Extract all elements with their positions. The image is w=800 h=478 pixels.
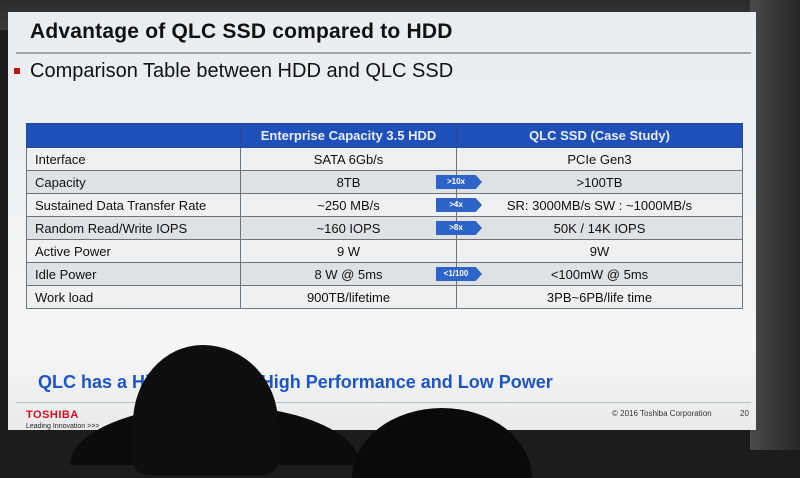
logo-tagline: Leading Innovation >>> <box>26 423 100 430</box>
row-label: Active Power <box>26 239 241 263</box>
toshiba-logo: TOSHIBA <box>26 409 79 421</box>
ssd-value: 3PB~6PB/life time <box>456 285 743 309</box>
slide-subtitle: Comparison Table between HDD and QLC SSD <box>30 60 454 82</box>
right-arrow-icon: >8x <box>436 221 482 235</box>
hdd-value-text: 8TB <box>336 174 361 190</box>
table-row: Work load 900TB/lifetime 3PB~6PB/life ti… <box>26 285 743 309</box>
row-label: Idle Power <box>26 262 241 286</box>
table-row: Active Power 9 W 9W <box>26 239 743 263</box>
ssd-value: 50K / 14K IOPS <box>456 216 743 240</box>
ssd-value: SR: 3000MB/s SW : ~1000MB/s <box>456 193 743 217</box>
table-row: Idle Power 8 W @ 5ms <1/100 <100mW @ 5ms <box>26 262 743 286</box>
row-label: Work load <box>26 285 241 309</box>
title-divider <box>16 52 751 54</box>
hdd-value-text: ~250 MB/s <box>317 197 380 213</box>
summary-statement: QLC has a High Capacity, High Performanc… <box>38 372 553 392</box>
page-number: 20 <box>740 409 749 418</box>
right-arrow-icon: >4x <box>436 198 482 212</box>
footer-divider <box>16 402 751 403</box>
ssd-value: 9W <box>456 239 743 263</box>
comparison-table: Enterprise Capacity 3.5 HDD QLC SSD (Cas… <box>26 123 743 309</box>
hdd-value: 8 W @ 5ms <1/100 <box>240 262 482 286</box>
hdd-value: 9 W <box>240 239 457 263</box>
hdd-value: 900TB/lifetime <box>240 285 457 309</box>
hdd-value: SATA 6Gb/s <box>240 147 457 171</box>
bullet-square-icon <box>14 68 20 74</box>
table-row: Interface SATA 6Gb/s PCIe Gen3 <box>26 147 743 171</box>
slide-title: Advantage of QLC SSD compared to HDD <box>30 20 453 43</box>
ssd-value: >100TB <box>456 170 743 194</box>
ssd-value: PCIe Gen3 <box>456 147 743 171</box>
table-header-row: Enterprise Capacity 3.5 HDD QLC SSD (Cas… <box>26 123 743 148</box>
header-hdd: Enterprise Capacity 3.5 HDD <box>240 123 457 148</box>
hdd-value-text: 8 W @ 5ms <box>314 266 383 282</box>
hdd-value-text: ~160 IOPS <box>316 220 381 236</box>
hdd-value-text: 9 W <box>336 243 361 259</box>
table-row: Sustained Data Transfer Rate ~250 MB/s >4… <box>26 193 743 217</box>
hdd-value: 8TB >10x <box>240 170 482 194</box>
copyright-notice: © 2016 Toshiba Corporation <box>612 409 712 418</box>
right-arrow-icon: <1/100 <box>436 267 482 281</box>
room-wall <box>750 0 800 450</box>
table-row: Capacity 8TB >10x >100TB <box>26 170 743 194</box>
hdd-value-text: 900TB/lifetime <box>306 289 391 305</box>
row-label: Capacity <box>26 170 241 194</box>
header-blank <box>26 123 241 148</box>
hdd-value: ~250 MB/s >4x <box>240 193 482 217</box>
row-label: Sustained Data Transfer Rate <box>26 193 241 217</box>
row-label: Random Read/Write IOPS <box>26 216 241 240</box>
header-ssd: QLC SSD (Case Study) <box>456 123 743 148</box>
hdd-value-text: SATA 6Gb/s <box>313 151 384 167</box>
table-row: Random Read/Write IOPS ~160 IOPS >8x 50K … <box>26 216 743 240</box>
row-label: Interface <box>26 147 241 171</box>
ssd-value: <100mW @ 5ms <box>456 262 743 286</box>
hdd-value: ~160 IOPS >8x <box>240 216 482 240</box>
right-arrow-icon: >10x <box>436 175 482 189</box>
projected-slide: Advantage of QLC SSD compared to HDD Com… <box>8 12 756 430</box>
